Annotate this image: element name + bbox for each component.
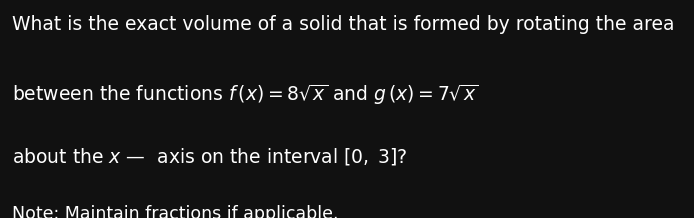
Text: Note: Maintain fractions if applicable.: Note: Maintain fractions if applicable. [12,205,339,218]
Text: What is the exact volume of a solid that is formed by rotating the area: What is the exact volume of a solid that… [12,15,675,34]
Text: between the functions $f\,(x) = 8\sqrt{x}$ and $g\,(x) = 7\sqrt{x}$: between the functions $f\,(x) = 8\sqrt{x… [12,83,479,107]
Text: about the $\mathit{x}$ —  axis on the interval $\left[0,\;3\right]$?: about the $\mathit{x}$ — axis on the int… [12,146,408,167]
